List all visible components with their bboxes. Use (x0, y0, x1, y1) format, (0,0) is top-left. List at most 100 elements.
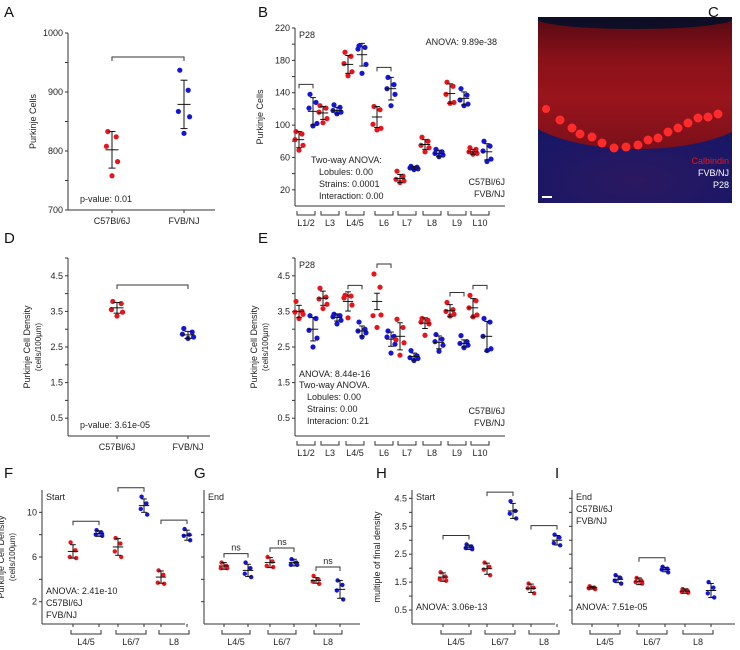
data-point (666, 570, 671, 575)
data-point (74, 555, 79, 561)
y-axis-label: Purkinje Cells (255, 89, 265, 145)
data-point (177, 67, 183, 73)
data-point (306, 327, 312, 333)
data-point (426, 321, 432, 327)
chart-g: L4/5 ns L6/7 ns L8 ns End (201, 490, 360, 647)
data-point (300, 311, 306, 317)
data-point (348, 53, 354, 59)
y-axis-label: Purkinje Cell Density (249, 305, 259, 389)
panel-label-c: C (708, 4, 719, 21)
data-point (179, 331, 185, 337)
lobule-bracket (447, 211, 467, 216)
data-point (394, 168, 400, 174)
panel-label-i: I (555, 465, 559, 482)
data-point (408, 347, 414, 354)
x-tick-label: FVB/NJ (168, 216, 199, 226)
data-point (481, 315, 487, 322)
data-point (331, 102, 337, 108)
data-point (388, 350, 394, 356)
significance-bracket (223, 553, 249, 558)
data-point (370, 121, 376, 127)
lobule-bracket (397, 441, 417, 446)
x-tick-label: FVB/NJ (172, 442, 203, 452)
strains-stat: Strains: 0.0001 (319, 179, 380, 189)
significance-bracket (269, 547, 295, 552)
p-value-annotation: p-value: 3.61e-05 (80, 420, 150, 430)
lobules-stat: Lobules: 0.00 (307, 392, 361, 402)
data-point (374, 324, 380, 331)
data-point (94, 528, 99, 533)
data-point (712, 595, 717, 600)
data-point (487, 319, 493, 325)
y-tick-label: 3.5 (394, 521, 407, 531)
data-point (110, 298, 116, 305)
significance-bracket (376, 66, 392, 72)
data-point (330, 314, 336, 320)
data-point (342, 49, 348, 55)
data-point (473, 146, 479, 152)
data-point (558, 543, 563, 548)
data-point (440, 342, 446, 348)
data-point (313, 99, 319, 106)
data-point (458, 333, 464, 339)
y-tick-label: 4.5 (394, 493, 407, 503)
x-tick-label: L4/5 (77, 637, 95, 647)
data-point (450, 307, 456, 313)
data-point (438, 570, 443, 575)
data-point (531, 585, 536, 590)
data-point (189, 329, 195, 335)
data-point (105, 128, 111, 135)
data-point (316, 109, 322, 115)
y-axis-label: Purkinje Cell Density (22, 305, 32, 389)
lobule-bracket (589, 630, 621, 635)
data-point (345, 73, 351, 79)
data-point (191, 334, 197, 340)
lobule-bracket (422, 211, 442, 216)
data-point (686, 590, 691, 595)
data-point (120, 309, 126, 315)
data-point (557, 535, 562, 540)
data-point (487, 564, 492, 569)
x-tick-label: L6/7 (491, 637, 509, 647)
data-point (397, 352, 403, 358)
y-tick-label: 10 (27, 507, 37, 517)
legend-c57: C57Bl/6J (576, 504, 613, 514)
data-point (474, 312, 480, 318)
data-point (340, 582, 345, 588)
y-tick-label: 6 (32, 552, 37, 562)
significance-bracket (298, 83, 314, 89)
data-point (444, 299, 450, 306)
data-point (370, 313, 376, 319)
data-point (313, 315, 319, 322)
chart-b: 20 60 100 140 180 220 Purkinje Cells L1/2 L3 L4/5… (255, 23, 505, 228)
chart-h: 0.5 1.5 2.5 3.5 4.5 multiple of final density… (372, 490, 563, 647)
data-point (444, 578, 449, 583)
legend-c57: C57Bl/6J (46, 598, 83, 608)
x-tick-label: L1/2 (297, 448, 315, 458)
y-tick-label: 0.5 (50, 413, 63, 423)
data-point (293, 298, 299, 305)
data-point (175, 108, 181, 115)
chart-a: 700 800 900 1000 Purkinje Cells C57Bl/6J FVB/N… (28, 28, 215, 226)
lobule-bracket (313, 630, 343, 635)
data-point (532, 591, 537, 596)
data-point (265, 554, 270, 560)
x-tick-label: L6 (379, 218, 389, 228)
phase-annotation: Start (416, 492, 436, 502)
x-tick-label: L8 (427, 218, 437, 228)
y-tick-label: 4.5 (50, 271, 63, 281)
legend-strain: FVB/NJ (697, 168, 729, 178)
y-tick-label: 900 (48, 87, 63, 97)
data-point (109, 173, 115, 179)
data-point (371, 103, 377, 110)
data-point (341, 61, 347, 67)
data-point (112, 549, 118, 554)
significance-bracket (117, 487, 145, 492)
legend-c57: C57Bl/6J (468, 177, 505, 187)
x-tick-label: L4/5 (346, 448, 364, 458)
x-tick-label: L6/7 (643, 637, 661, 647)
data-point (487, 143, 493, 149)
panel-label-a: A (4, 4, 14, 21)
significance-bracket (530, 525, 558, 530)
data-point (249, 574, 254, 580)
